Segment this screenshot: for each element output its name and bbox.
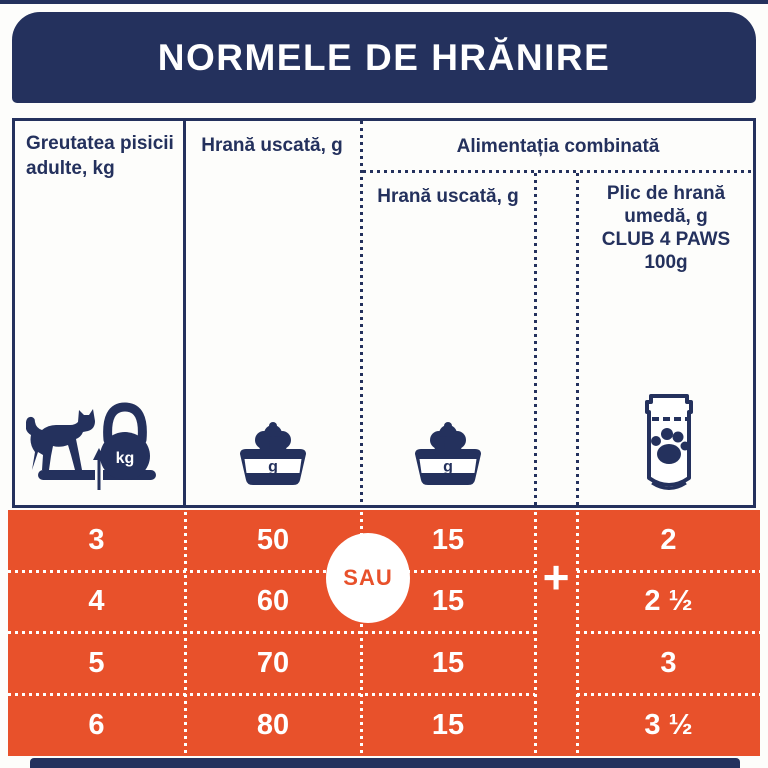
- cell-combo-dry-r2: 15: [431, 585, 465, 617]
- orange-row-divider-3-left: [8, 693, 535, 696]
- header-combined-dry: Hrană uscată, g: [377, 186, 519, 207]
- header-dry-food: Hrană uscată, g: [201, 135, 343, 156]
- cell-wet-r4: 3 ½: [644, 708, 693, 741]
- cell-combo-dry-r1: 15: [431, 524, 465, 556]
- bowl-grams-label: g: [443, 459, 453, 476]
- subcolumn-divider-left: [534, 173, 537, 508]
- header-combined-wet-line3: 100g: [644, 252, 688, 273]
- orange-row-divider-2-right: [577, 631, 760, 634]
- cell-wet-r3: 3: [660, 647, 677, 679]
- cell-weight-r4: 6: [88, 708, 105, 741]
- header-combined-wet-line1: Plic de hrană umedă, g: [606, 183, 726, 227]
- cat-weight-scale-icon: kg: [26, 402, 156, 490]
- cell-weight-r2: 4: [88, 585, 105, 617]
- cell-combo-dry-r4: 15: [431, 708, 465, 741]
- orange-row-divider-3-right: [577, 693, 760, 696]
- combo-food-bowl-icon: g: [415, 422, 481, 485]
- cell-dry-r1: 50: [256, 524, 290, 556]
- header-weight: Greutatea pisicii adulte, kg: [26, 133, 174, 179]
- header-combined-wet: Plic de hrană umedă, g CLUB 4 PAWS 100g: [580, 182, 752, 274]
- cell-dry-r2: 60: [256, 585, 290, 617]
- title-banner: NORMELE DE HRĂNIRE: [12, 12, 756, 103]
- header-combined-wet-line2: CLUB 4 PAWS: [601, 229, 731, 250]
- column-divider-dotted-combined: [360, 121, 363, 508]
- wet-food-pouch-icon: [645, 394, 693, 490]
- bowl-grams-label: g: [268, 459, 278, 476]
- orange-row-divider-1-right: [577, 570, 760, 573]
- cell-dry-r4: 80: [256, 708, 290, 741]
- combined-subheader-divider: [363, 170, 753, 173]
- cat-silhouette: [26, 409, 95, 470]
- orange-col-divider-3: [534, 512, 537, 754]
- cell-wet-r1: 2: [660, 524, 677, 556]
- orange-row-divider-2-left: [8, 631, 535, 634]
- feeding-table-frame: [12, 118, 756, 508]
- bottom-trim-bar: [30, 758, 740, 768]
- cell-wet-r2: 2 ½: [644, 585, 693, 617]
- or-label: SAU: [343, 565, 393, 590]
- orange-row-divider-1-left: [8, 570, 535, 573]
- page-title: NORMELE DE HRĂNIRE: [157, 36, 611, 78]
- cell-weight-r3: 5: [88, 647, 105, 679]
- kg-label: kg: [116, 450, 135, 467]
- dry-food-bowl-icon: g: [240, 422, 306, 485]
- header-combined-feeding: Alimentația combinată: [456, 136, 660, 157]
- subcolumn-divider-right: [576, 173, 579, 508]
- paw-print: [651, 428, 690, 464]
- cell-weight-r1: 3: [88, 524, 105, 556]
- cell-combo-dry-r3: 15: [431, 647, 465, 679]
- top-trim-bar: [0, 0, 768, 4]
- cell-dry-r3: 70: [256, 647, 290, 679]
- column-divider-solid: [183, 118, 186, 508]
- plus-sign: +: [542, 551, 570, 603]
- or-badge: SAU: [326, 533, 410, 623]
